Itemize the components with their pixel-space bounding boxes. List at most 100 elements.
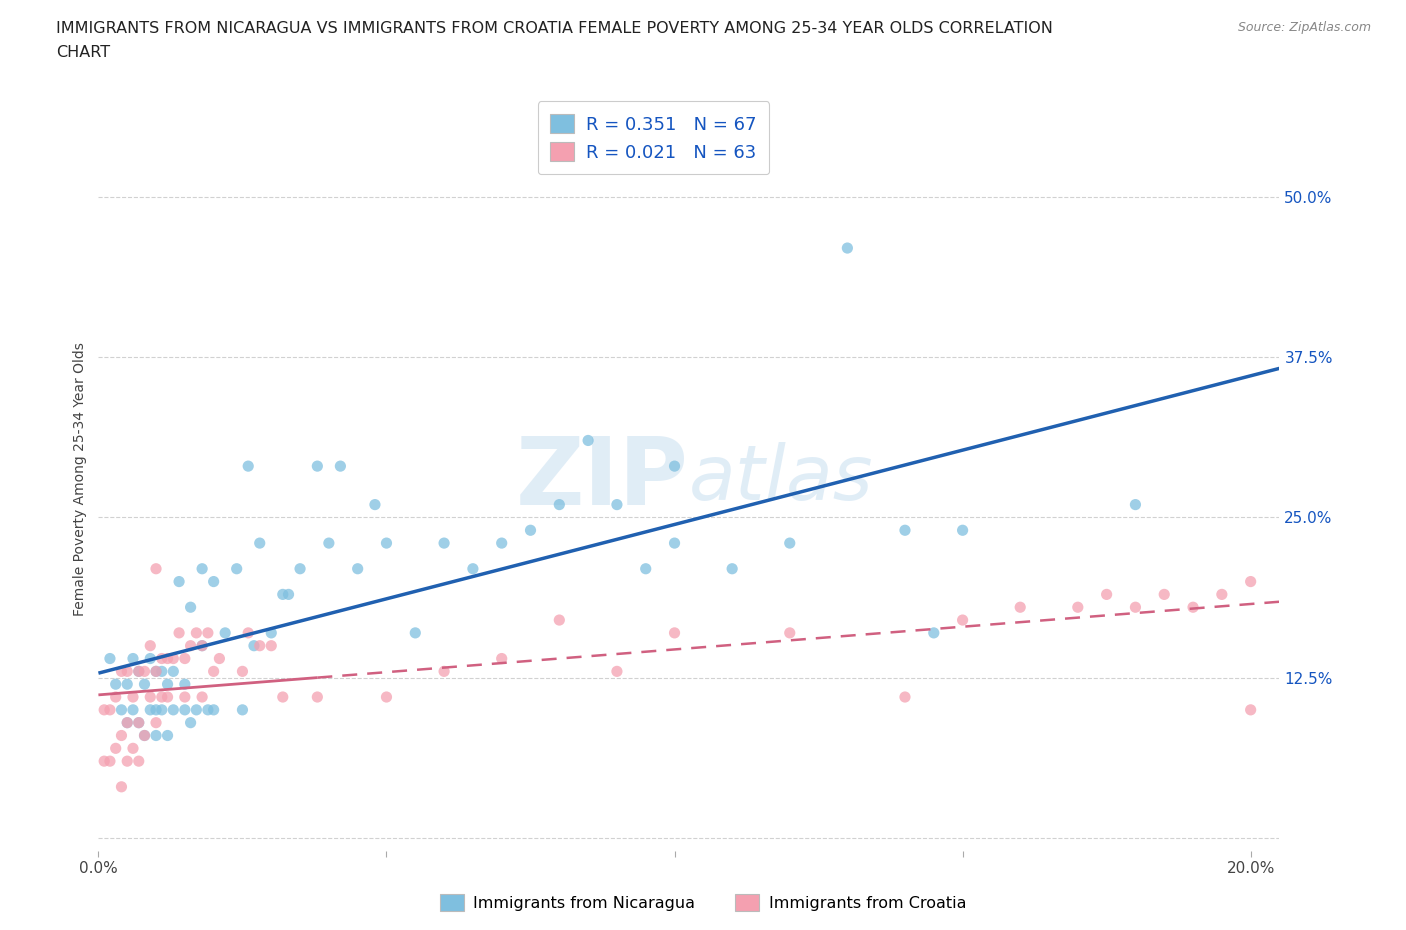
Point xyxy=(128,715,150,730)
Point xyxy=(1125,600,1147,615)
Point xyxy=(150,664,173,679)
Point xyxy=(156,728,179,743)
Point xyxy=(134,677,156,692)
Point xyxy=(122,702,145,717)
Legend: Immigrants from Nicaragua, Immigrants from Croatia: Immigrants from Nicaragua, Immigrants fr… xyxy=(433,887,973,917)
Point xyxy=(110,664,132,679)
Point xyxy=(249,638,271,653)
Point xyxy=(307,458,329,473)
Point xyxy=(162,702,184,717)
Point xyxy=(98,702,121,717)
Point xyxy=(191,638,214,653)
Point xyxy=(1125,498,1147,512)
Point xyxy=(779,536,801,551)
Point xyxy=(93,753,115,768)
Point xyxy=(664,626,686,641)
Point xyxy=(779,626,801,641)
Point xyxy=(145,715,167,730)
Point xyxy=(115,715,138,730)
Point xyxy=(433,536,456,551)
Point xyxy=(93,702,115,717)
Point xyxy=(461,562,484,577)
Point xyxy=(139,638,162,653)
Point xyxy=(128,715,150,730)
Point xyxy=(433,664,456,679)
Point xyxy=(128,753,150,768)
Point xyxy=(404,626,426,641)
Point xyxy=(364,498,387,512)
Point xyxy=(952,523,974,538)
Point xyxy=(110,728,132,743)
Text: ZIP: ZIP xyxy=(516,433,689,525)
Point xyxy=(134,728,156,743)
Point xyxy=(721,562,744,577)
Point xyxy=(115,677,138,692)
Point xyxy=(191,689,214,704)
Point xyxy=(156,651,179,666)
Point xyxy=(225,562,247,577)
Point xyxy=(98,753,121,768)
Point xyxy=(1067,600,1090,615)
Point xyxy=(98,651,121,666)
Point xyxy=(231,702,253,717)
Point xyxy=(156,689,179,704)
Point xyxy=(110,779,132,794)
Point xyxy=(134,728,156,743)
Point xyxy=(115,753,138,768)
Point xyxy=(167,574,190,589)
Point xyxy=(191,638,214,653)
Point xyxy=(202,664,225,679)
Point xyxy=(243,638,266,653)
Point xyxy=(491,651,513,666)
Point xyxy=(606,664,628,679)
Point xyxy=(288,562,311,577)
Point xyxy=(162,664,184,679)
Point xyxy=(238,626,260,641)
Point xyxy=(180,638,202,653)
Point xyxy=(1010,600,1032,615)
Legend: R = 0.351   N = 67, R = 0.021   N = 63: R = 0.351 N = 67, R = 0.021 N = 63 xyxy=(537,101,769,174)
Point xyxy=(606,498,628,512)
Point xyxy=(249,536,271,551)
Point xyxy=(894,689,917,704)
Point xyxy=(519,523,541,538)
Point xyxy=(346,562,368,577)
Point xyxy=(318,536,340,551)
Point xyxy=(162,651,184,666)
Point xyxy=(548,498,571,512)
Point xyxy=(1211,587,1233,602)
Point xyxy=(202,574,225,589)
Point xyxy=(180,600,202,615)
Point xyxy=(260,638,283,653)
Point xyxy=(145,664,167,679)
Point xyxy=(139,651,162,666)
Point xyxy=(122,689,145,704)
Point xyxy=(156,677,179,692)
Point xyxy=(271,689,294,704)
Point xyxy=(277,587,299,602)
Point xyxy=(186,702,208,717)
Point xyxy=(837,241,859,256)
Point xyxy=(134,664,156,679)
Point xyxy=(375,536,398,551)
Point xyxy=(329,458,352,473)
Point xyxy=(110,702,132,717)
Point xyxy=(115,715,138,730)
Point xyxy=(150,651,173,666)
Point xyxy=(104,689,127,704)
Text: Source: ZipAtlas.com: Source: ZipAtlas.com xyxy=(1237,21,1371,34)
Point xyxy=(922,626,945,641)
Point xyxy=(1153,587,1175,602)
Point xyxy=(202,702,225,717)
Point xyxy=(307,689,329,704)
Point xyxy=(548,613,571,628)
Point xyxy=(375,689,398,704)
Text: CHART: CHART xyxy=(56,45,110,60)
Point xyxy=(197,626,219,641)
Point xyxy=(231,664,253,679)
Point xyxy=(1182,600,1205,615)
Point xyxy=(139,702,162,717)
Point xyxy=(576,433,599,448)
Point xyxy=(191,562,214,577)
Point xyxy=(150,689,173,704)
